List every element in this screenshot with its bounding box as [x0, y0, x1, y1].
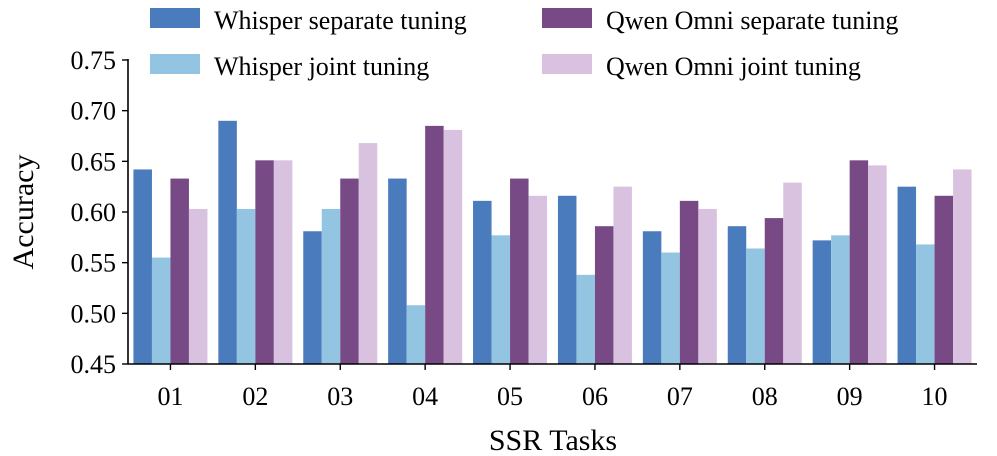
bar-4-02	[273, 160, 293, 364]
y-tick-label: 0.75	[71, 46, 117, 75]
bar-4-06	[613, 186, 632, 364]
x-axis: 01 02 03 04 05 06 07 08 09 10	[128, 363, 977, 411]
bar-1-06	[557, 195, 577, 364]
bar-4-08	[783, 182, 802, 364]
bar-2-09	[831, 235, 850, 364]
legend-swatch-3	[542, 8, 592, 28]
bar-2-08	[746, 248, 765, 364]
y-tick-label: 0.45	[71, 350, 117, 379]
bar-2-06	[576, 274, 595, 364]
bar-2-05	[491, 235, 511, 364]
bar-2-04	[406, 305, 426, 364]
bar-2-01	[151, 257, 171, 364]
bar-1-10	[897, 186, 917, 364]
bar-1-01	[133, 169, 152, 364]
y-tick-label: 0.65	[71, 147, 117, 176]
y-axis-label: Accuracy	[7, 155, 40, 270]
legend-swatch-1	[150, 8, 200, 28]
bar-2-10	[916, 244, 935, 364]
bar-1-03	[303, 231, 322, 364]
legend: Whisper separate tuning Whisper joint tun…	[150, 6, 898, 81]
bar-4-10	[953, 169, 972, 364]
bar-3-09	[849, 160, 869, 364]
bar-4-01	[188, 208, 208, 364]
x-tick-label: 07	[667, 382, 693, 411]
x-tick-label: 08	[752, 382, 778, 411]
legend-label-4: Qwen Omni joint tuning	[606, 52, 861, 81]
legend-swatch-2	[150, 54, 200, 74]
bar-4-07	[698, 208, 717, 364]
bar-3-01	[170, 178, 189, 364]
y-tick-label: 0.50	[71, 299, 117, 328]
x-tick-label: 06	[582, 382, 608, 411]
bar-3-08	[764, 218, 784, 364]
x-axis-label: SSR Tasks	[489, 424, 617, 456]
bar-2-03	[321, 208, 341, 364]
bar-1-02	[218, 120, 237, 364]
y-tick-label: 0.55	[71, 249, 117, 278]
x-tick-label: 09	[837, 382, 863, 411]
x-tick-label: 05	[497, 382, 523, 411]
x-tick-label: 02	[242, 382, 268, 411]
bar-1-04	[388, 178, 407, 364]
legend-label-1: Whisper separate tuning	[214, 6, 467, 35]
x-tick-label: 10	[922, 382, 948, 411]
bar-3-06	[594, 226, 614, 364]
bar-4-03	[358, 143, 378, 364]
bar-1-07	[642, 231, 662, 364]
legend-label-2: Whisper joint tuning	[214, 52, 429, 81]
bar-1-08	[727, 226, 747, 364]
legend-swatch-4	[542, 54, 592, 74]
bar-3-03	[340, 178, 359, 364]
bars	[133, 120, 972, 365]
bar-1-05	[473, 200, 492, 364]
bar-3-02	[255, 160, 274, 364]
bar-3-10	[934, 195, 954, 364]
y-axis: 0.45 0.50 0.55 0.60 0.65 0.70 0.75	[71, 46, 129, 379]
y-tick-label: 0.60	[71, 198, 117, 227]
y-tick-label: 0.70	[71, 97, 117, 126]
bar-4-05	[528, 195, 548, 364]
bar-2-02	[236, 208, 256, 364]
x-tick-label: 04	[412, 382, 438, 411]
bar-2-07	[661, 252, 680, 364]
bar-4-04	[443, 129, 463, 364]
bar-3-05	[510, 178, 529, 364]
x-tick-label: 01	[157, 382, 183, 411]
bar-4-09	[868, 165, 887, 364]
bar-1-09	[812, 240, 832, 364]
x-tick-label: 03	[327, 382, 353, 411]
legend-label-3: Qwen Omni separate tuning	[606, 6, 898, 35]
bar-3-04	[425, 125, 444, 365]
bar-3-07	[679, 200, 699, 364]
